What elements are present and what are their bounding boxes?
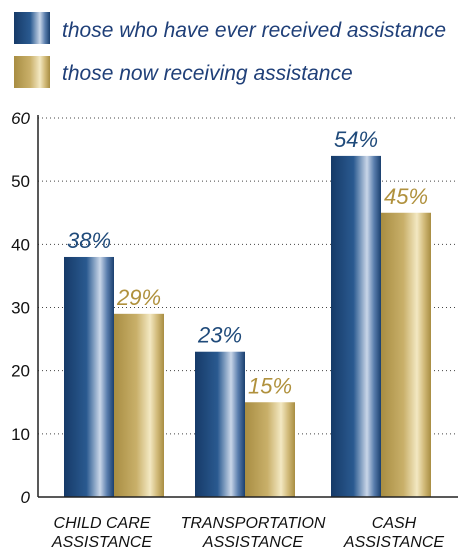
y-axis-ticks: 0 10 20 30 40 50 60 xyxy=(11,109,30,507)
x-category-label: ASSISTANCE xyxy=(51,534,153,550)
bar-now-receiving xyxy=(245,402,295,497)
y-tick-label: 40 xyxy=(11,235,30,254)
data-label: 23% xyxy=(197,323,242,348)
x-category-label: ASSISTANCE xyxy=(202,534,304,550)
data-labels: 38% 23% 54% 29% 15% 45% xyxy=(67,127,428,398)
bar-ever-received xyxy=(331,155,381,497)
legend: those who have ever received assistance … xyxy=(14,12,446,88)
x-category-label: ASSISTANCE xyxy=(343,534,445,550)
data-label: 38% xyxy=(67,228,111,253)
data-label: 15% xyxy=(248,373,292,398)
y-tick-label: 50 xyxy=(11,172,30,191)
bar-ever-received xyxy=(195,351,245,497)
legend-label-now-receiving: those now receiving assistance xyxy=(62,62,353,85)
data-label: 29% xyxy=(116,285,161,310)
x-category-label: CASH xyxy=(372,515,417,532)
y-tick-label: 60 xyxy=(11,109,30,128)
data-label: 45% xyxy=(384,184,428,209)
x-axis-category-labels: CHILD CARE ASSISTANCE TRANSPORTATION ASSIST… xyxy=(51,515,445,550)
legend-swatch-ever-received xyxy=(14,12,50,44)
data-label: 54% xyxy=(334,127,378,152)
legend-swatch-now-receiving xyxy=(14,56,50,88)
x-category-label: TRANSPORTATION xyxy=(181,515,326,532)
legend-label-ever-received: those who have ever received assistance xyxy=(62,19,446,42)
y-tick-label: 10 xyxy=(11,425,30,444)
y-tick-label: 20 xyxy=(11,362,30,381)
y-tick-label: 0 xyxy=(21,488,31,507)
bar-now-receiving xyxy=(381,212,431,497)
y-tick-label: 30 xyxy=(11,299,30,318)
bar-now-receiving xyxy=(114,313,164,497)
bars xyxy=(64,155,431,497)
x-category-label: CHILD CARE xyxy=(54,515,151,532)
bar-ever-received xyxy=(64,256,114,497)
